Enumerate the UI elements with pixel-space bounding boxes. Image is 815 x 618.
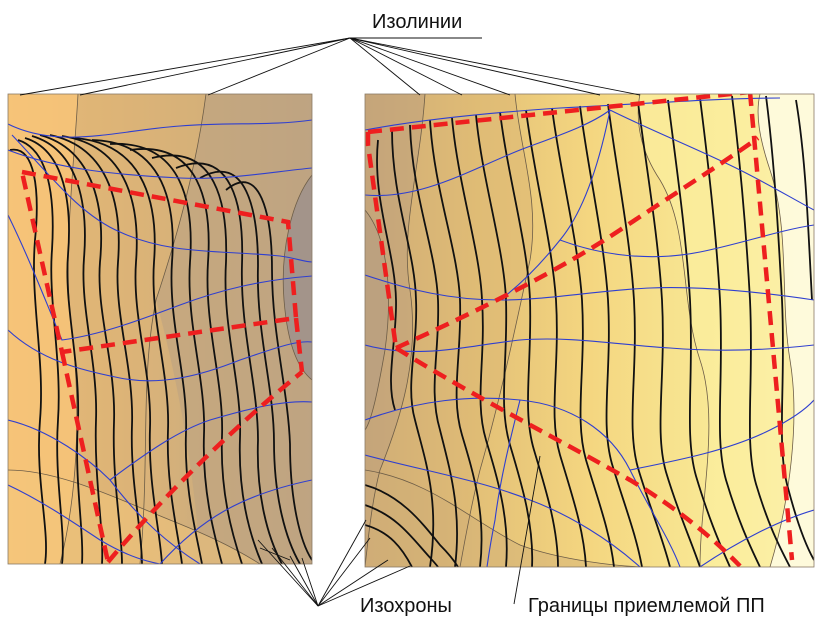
isoline — [175, 162, 283, 564]
zone-bottom — [365, 470, 650, 567]
isoline — [24, 137, 84, 564]
isolines-label: Изолинии — [372, 11, 463, 33]
isoline — [39, 134, 123, 564]
isochrone — [8, 119, 312, 138]
isoline — [525, 109, 587, 567]
isochrone — [559, 224, 814, 258]
isoline — [579, 105, 643, 567]
isoline — [699, 97, 761, 567]
isochrone — [365, 97, 781, 131]
isochrone — [8, 214, 312, 341]
isoline — [151, 154, 263, 564]
isochrones-left — [8, 119, 312, 564]
isochrone — [109, 479, 201, 564]
isochrone — [629, 399, 814, 471]
isochrone — [365, 397, 681, 567]
boundary-right — [365, 94, 795, 567]
isochrones-label: Изохроны — [360, 595, 452, 617]
isochrone — [699, 509, 814, 567]
isoline — [765, 95, 814, 561]
isoline — [667, 99, 731, 567]
isochrone — [8, 149, 312, 179]
isoline — [225, 181, 312, 561]
isochrone — [8, 329, 312, 382]
isoline — [129, 148, 243, 564]
isoline-bottom — [365, 524, 413, 567]
zone-tan — [365, 94, 533, 567]
isochrone — [365, 274, 814, 301]
zone-pale — [758, 94, 814, 567]
isoline — [475, 114, 534, 567]
isoline — [376, 139, 397, 411]
isoline — [49, 134, 143, 564]
acceptable-boundary-label: Границы приемлемой ПП — [528, 595, 765, 617]
isochrone — [8, 484, 161, 564]
isochrone — [365, 109, 611, 197]
isochrones-leaders — [257, 519, 411, 607]
right-map-frame — [364, 93, 815, 568]
isoline — [61, 135, 163, 564]
isoline — [451, 117, 508, 567]
isoline — [499, 111, 559, 567]
isolines-leaders — [19, 37, 641, 96]
isochrone — [486, 399, 521, 567]
left-map-frame — [7, 93, 313, 565]
isoline — [731, 95, 791, 567]
isochrone — [159, 479, 312, 564]
isochrone — [365, 338, 814, 353]
isoline-bottom — [365, 484, 459, 567]
isochrone — [609, 109, 814, 211]
isoline — [409, 124, 458, 567]
isochrone-leader-targets-left — [259, 547, 291, 561]
isoline — [391, 129, 435, 567]
zone-orange — [8, 94, 78, 564]
isoline — [17, 139, 64, 564]
isolines-left — [9, 134, 312, 564]
isoline — [74, 137, 183, 564]
isochrone — [365, 454, 641, 567]
boundary-leader — [513, 455, 541, 605]
isoline — [795, 99, 813, 301]
isochrone — [11, 134, 312, 263]
right-map — [365, 94, 814, 567]
isoline — [551, 107, 615, 567]
isoline — [9, 148, 47, 564]
isolines-right — [365, 95, 814, 567]
isoline — [429, 119, 483, 567]
boundary-left — [19, 169, 305, 564]
zone-boundaries — [365, 94, 795, 567]
isoline — [637, 101, 701, 567]
isoline-bottom — [365, 504, 439, 567]
isochrones-right — [365, 97, 814, 567]
left-map — [8, 94, 312, 564]
